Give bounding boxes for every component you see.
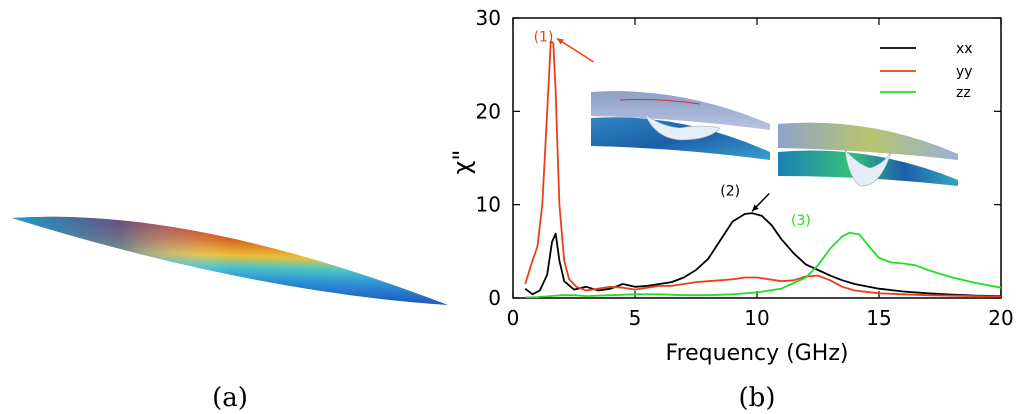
series-layer <box>524 40 1001 298</box>
y-tick-label: 0 <box>488 286 501 310</box>
legend: xx yy zz <box>880 41 973 101</box>
y-tick-label: 10 <box>476 193 501 217</box>
panel-b-label: (b) <box>739 383 776 413</box>
series-line-yy <box>524 40 1001 298</box>
series-line-xx <box>524 212 1001 297</box>
axis-ticks <box>512 17 1002 299</box>
legend-label-yy: yy <box>956 64 973 80</box>
y-tick-label: 20 <box>476 99 501 123</box>
annotation-label: (2) <box>720 183 740 199</box>
series-line-zz <box>525 231 1001 298</box>
annotation-arrowhead <box>752 204 759 212</box>
panel-a-label: (a) <box>212 383 248 413</box>
x-axis-label: Frequency (GHz) <box>666 341 849 366</box>
x-tick-label: 5 <box>629 306 642 330</box>
axis-tick-labels: 0 5 10 15 20 0 10 20 30 <box>476 6 1014 330</box>
inset-image-mode-1 <box>591 91 770 160</box>
inset-image-mode-2 <box>778 122 958 187</box>
annotation-label: (3) <box>791 213 811 229</box>
x-tick-label: 10 <box>744 306 769 330</box>
annotation-layer: (1) (2) (3) <box>534 29 811 229</box>
y-axis-label: χ" <box>448 150 476 175</box>
legend-label-xx: xx <box>956 41 973 57</box>
x-tick-label: 0 <box>507 306 520 330</box>
chart-area: 0 5 10 15 20 0 10 20 30 (1) (2) (3) xx yy zz Frequ… <box>448 6 1014 366</box>
annotation-arrowhead <box>556 38 564 45</box>
panel-a-lens-image <box>12 216 448 305</box>
y-tick-label: 30 <box>476 6 501 30</box>
x-tick-label: 20 <box>988 306 1013 330</box>
annotation-label: (1) <box>534 29 554 45</box>
x-tick-label: 15 <box>866 306 891 330</box>
annotation-arrow <box>556 37 594 63</box>
legend-label-zz: zz <box>956 85 971 101</box>
